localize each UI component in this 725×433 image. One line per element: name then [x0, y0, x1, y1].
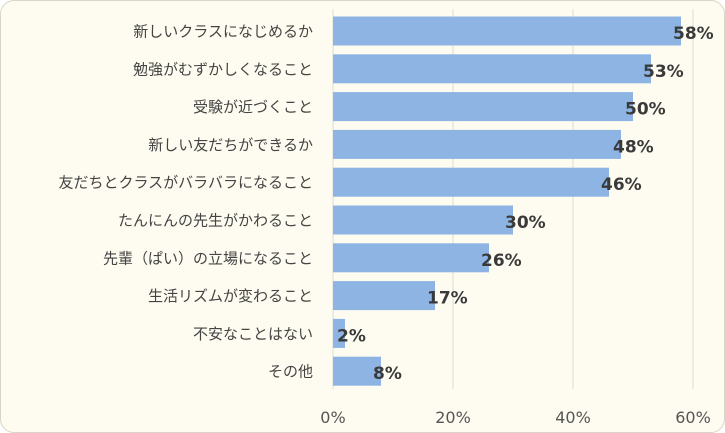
category-labels: 新しいクラスになじめるか勉強がむずかしくなること受験が近づくこと新しい友だちがで… — [58, 23, 313, 381]
category-label: 不安なことはない — [193, 325, 313, 343]
value-label: 58% — [673, 24, 714, 44]
category-label: 受験が近づくこと — [193, 98, 313, 116]
value-label: 30% — [505, 213, 546, 233]
category-label: 新しいクラスになじめるか — [133, 23, 313, 41]
bar — [333, 16, 681, 46]
value-label: 50% — [625, 100, 666, 120]
value-label: 26% — [481, 251, 522, 271]
value-label: 53% — [643, 62, 684, 82]
bars — [333, 16, 681, 386]
value-label: 17% — [427, 289, 468, 309]
bar — [333, 54, 651, 84]
x-tick-label: 20% — [435, 408, 471, 427]
value-label: 2% — [337, 326, 366, 346]
category-label: たんにんの先生がかわること — [118, 212, 313, 230]
bar — [333, 129, 621, 159]
category-label: 新しい友だちができるか — [148, 136, 313, 154]
x-tick-label: 40% — [555, 408, 591, 427]
x-axis-tick-labels: 0% 20% 40% 60% — [320, 408, 710, 427]
category-label: その他 — [268, 363, 313, 381]
value-label: 48% — [613, 137, 654, 157]
bar — [333, 243, 489, 273]
category-label: 勉強がむずかしくなること — [133, 60, 313, 78]
value-label: 46% — [601, 175, 642, 195]
category-label: 生活リズムが変わること — [148, 287, 313, 305]
category-label: 先輩（ぱい）の立場になること — [103, 249, 313, 267]
x-tick-label: 60% — [675, 408, 711, 427]
x-tick-label: 0% — [320, 408, 345, 427]
value-label: 8% — [373, 364, 402, 384]
category-label: 友だちとクラスがバラバラになること — [58, 174, 313, 192]
bar — [333, 318, 345, 348]
bar — [333, 356, 381, 386]
bar — [333, 205, 513, 235]
bar — [333, 92, 633, 122]
bar — [333, 281, 435, 311]
value-labels: 58% 53% 50% 48% 46% 30% 26% 17% 2% 8% — [337, 24, 714, 384]
bar — [333, 167, 609, 197]
